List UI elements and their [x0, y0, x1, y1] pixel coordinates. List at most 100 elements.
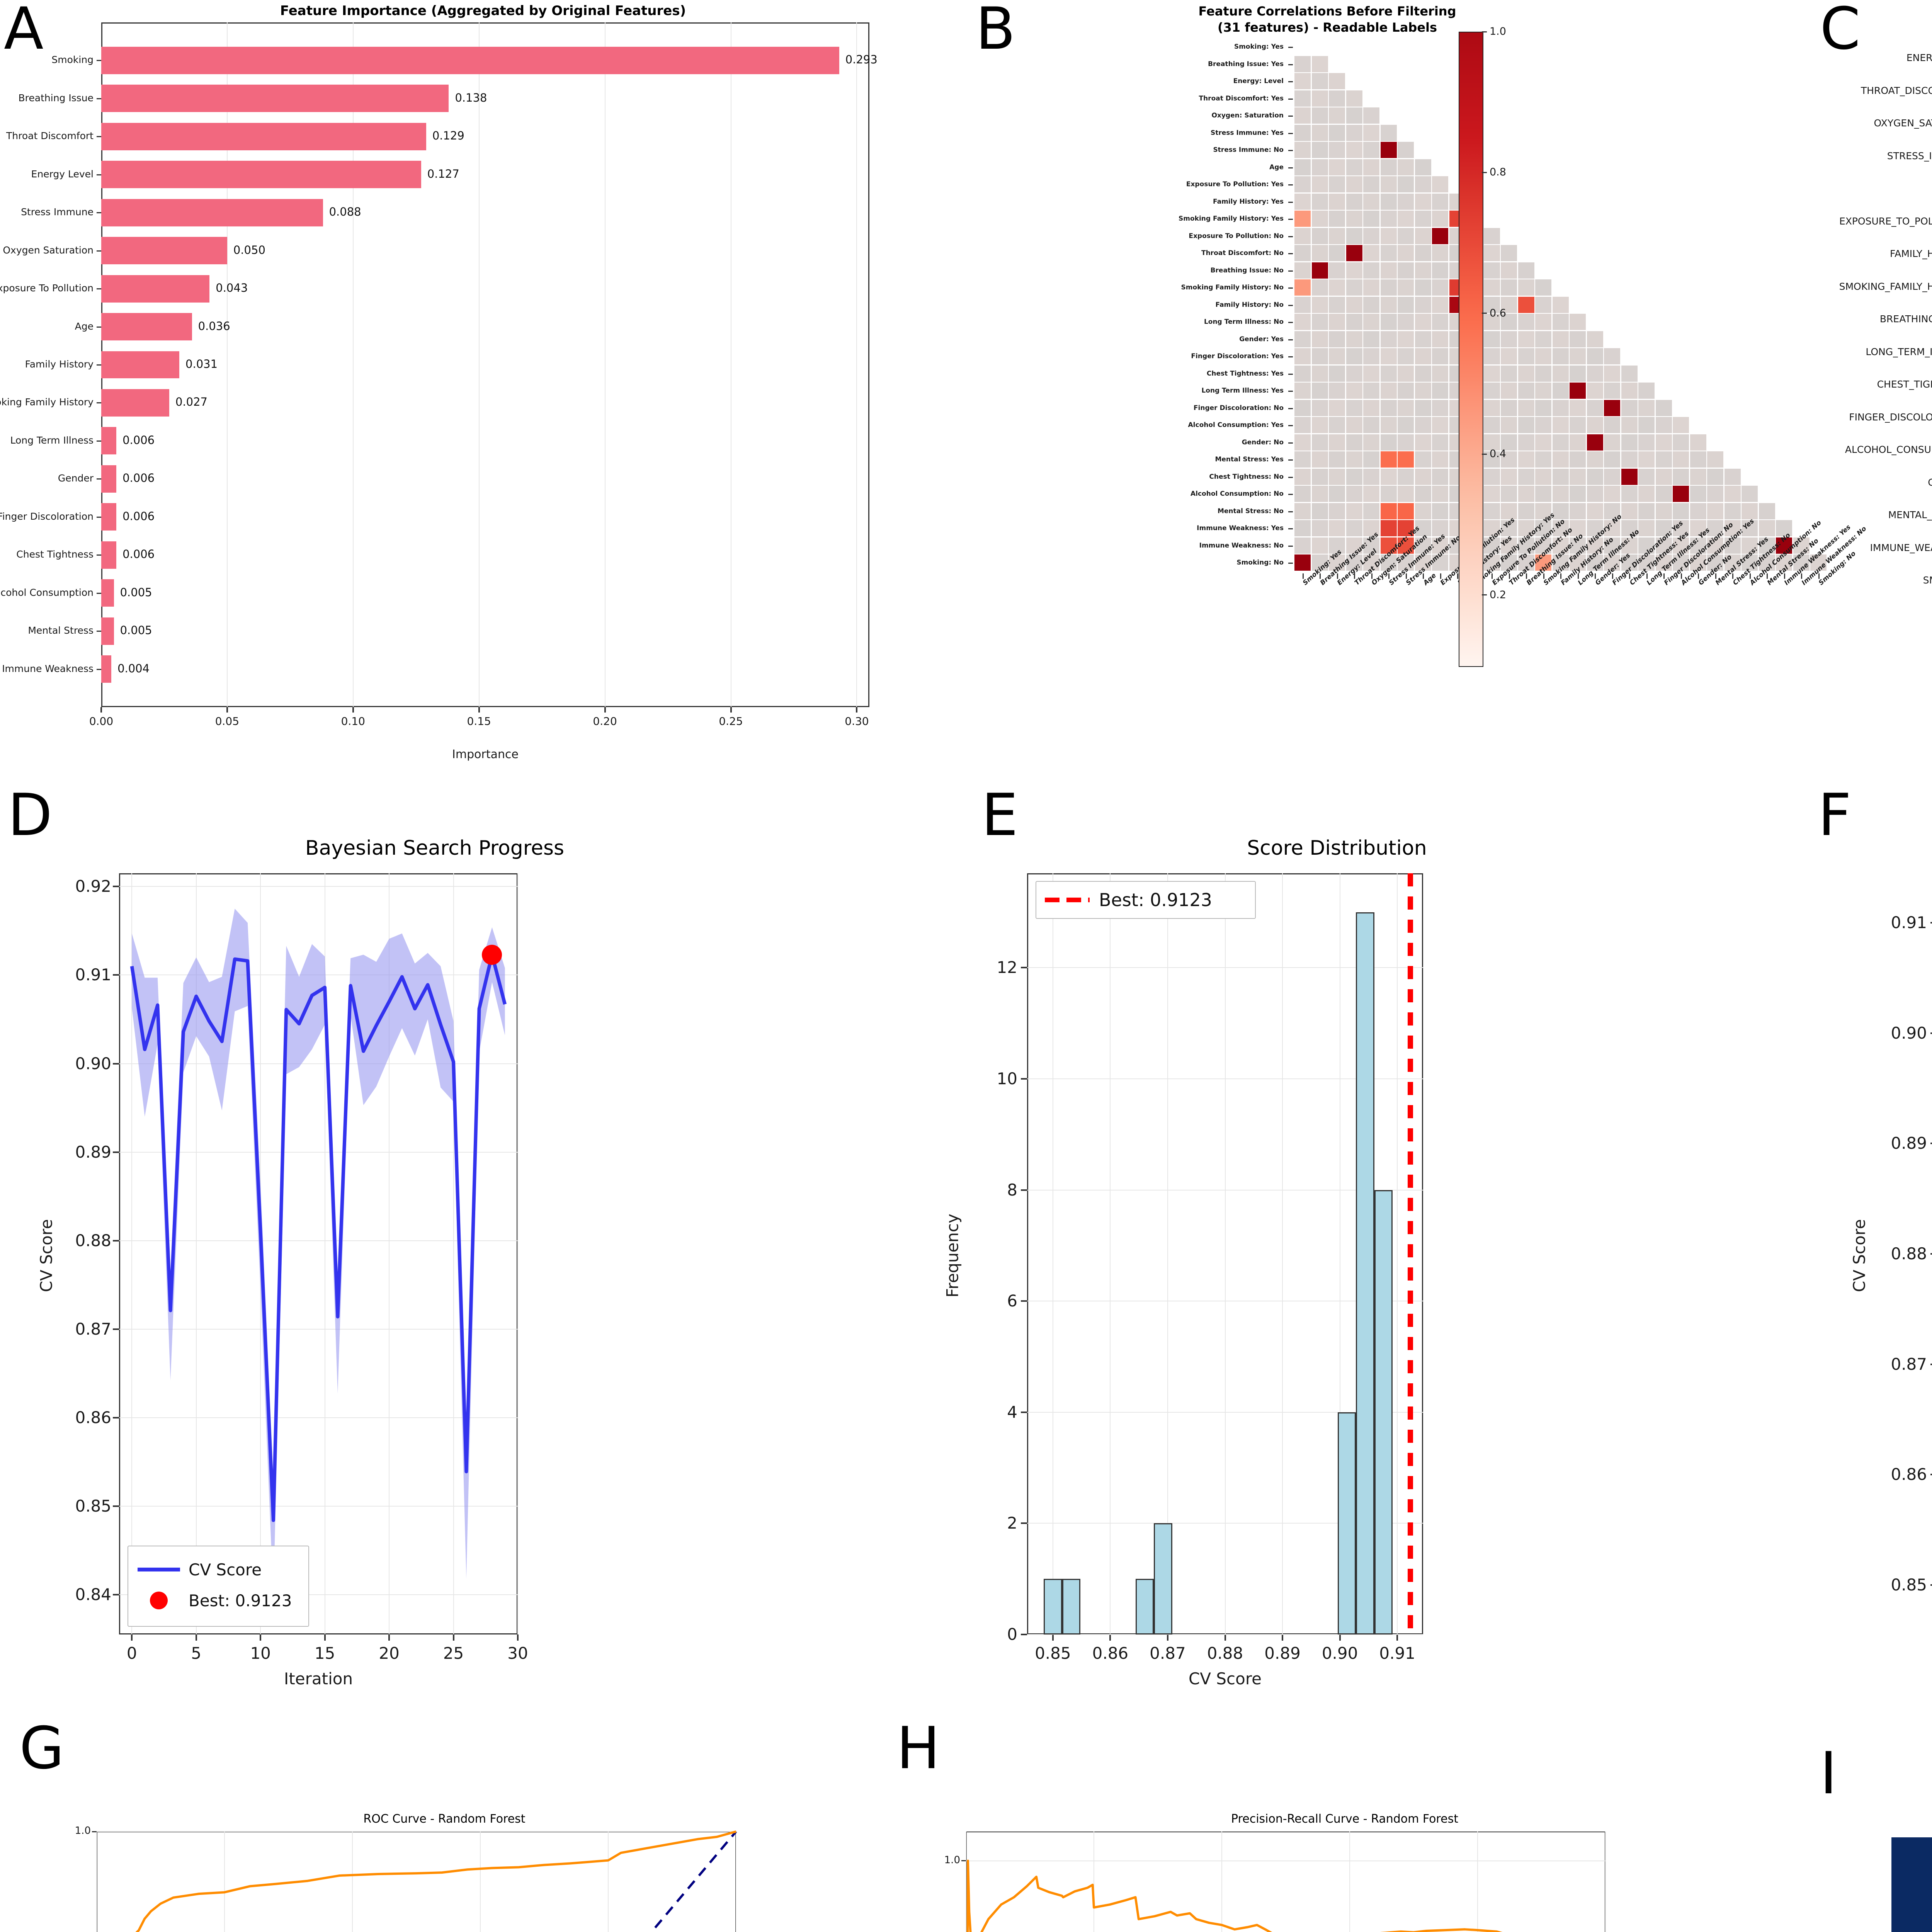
y-tick-mark [1930, 1363, 1932, 1365]
grid-line-horizontal [119, 1417, 518, 1418]
heatmap-cell [1501, 451, 1517, 468]
panel-b-title-line2: (31 features) - Readable Labels [1217, 20, 1437, 35]
bar-value-label: 0.006 [122, 548, 155, 561]
y-tick-label: 0.88 [1891, 1244, 1927, 1263]
heatmap-cell [1329, 124, 1345, 141]
heatmap-cell [1398, 468, 1414, 485]
bar-value-label: 0.005 [120, 585, 152, 599]
x-tick-mark [1629, 573, 1631, 579]
bar-row [101, 85, 869, 112]
heatmap-cell [1329, 245, 1345, 262]
heatmap-cell [1587, 520, 1603, 537]
heatmap-cell [1380, 296, 1397, 313]
heatmap-row-label: Immune Weakness: No [1199, 541, 1284, 549]
heatmap-cell [1346, 90, 1362, 107]
grid-line-vertical [1225, 873, 1226, 1634]
panel-g-title: ROC Curve - Random Forest [363, 1812, 526, 1826]
heatmap-cell [1380, 503, 1397, 519]
x-tick-label: 20 [379, 1644, 400, 1663]
panel-e: E Score Distribution 0.85 0.86 0.87 0.88 0.8… [912, 777, 1797, 1700]
x-tick-mark [1337, 573, 1338, 579]
legend-dashed-swatch [1045, 898, 1090, 902]
heatmap-cell [1483, 314, 1500, 330]
bar-row [101, 275, 869, 303]
x-tick-mark [1646, 573, 1648, 579]
heatmap-cell [1501, 262, 1517, 279]
x-tick-mark [1354, 573, 1355, 579]
y-tick-mark [97, 136, 101, 138]
y-tick-mark [113, 1328, 119, 1330]
y-tick-mark [1021, 1300, 1027, 1302]
heatmap-cell [1621, 554, 1638, 571]
heatmap-cell [1294, 124, 1311, 141]
bar-row [101, 313, 869, 340]
heatmap-cell [1398, 193, 1414, 210]
heatmap-cell [1587, 400, 1603, 416]
grid-line-horizontal [1027, 1412, 1423, 1413]
heatmap-cell [1501, 314, 1517, 330]
heatmap-cell [1432, 262, 1449, 279]
bar-value-label: 0.138 [455, 91, 487, 104]
heatmap-cell [1604, 365, 1621, 382]
heatmap-cell [1673, 503, 1689, 519]
heatmap-row-label: Finger Discoloration: Yes [1191, 352, 1284, 361]
x-tick-mark [131, 1634, 133, 1641]
heatmap-cell [1363, 159, 1380, 175]
y-tick-mark [1288, 391, 1293, 392]
heatmap-row-label: CHEST_TIGHTNESS_1 [1877, 379, 1932, 390]
heatmap-cell [1621, 503, 1638, 519]
x-tick-mark [226, 707, 228, 713]
heatmap-cell [1346, 159, 1362, 175]
heatmap-cell [1363, 400, 1380, 416]
heatmap-cell [1398, 211, 1414, 227]
y-tick-mark [1930, 922, 1932, 924]
heatmap-row-label: Age [1269, 163, 1284, 171]
heatmap-cell [1311, 348, 1328, 365]
heatmap-cell [1398, 142, 1414, 158]
y-tick-mark [97, 668, 101, 670]
y-tick-mark [1288, 373, 1293, 375]
grid-line-vertical [1477, 1832, 1478, 1932]
heatmap-cell [1311, 124, 1328, 141]
histogram-bar [1356, 912, 1374, 1634]
heatmap-cell [1311, 228, 1328, 244]
heatmap-cell [1483, 537, 1500, 554]
heatmap-row-label: IMMUNE_WEAKNESS_1 [1870, 542, 1932, 553]
heatmap-cell [1587, 503, 1603, 519]
heatmap-cell [1346, 520, 1362, 537]
bar [101, 427, 117, 455]
x-tick-label: 0.85 [1035, 1644, 1071, 1663]
heatmap-cell [1380, 279, 1397, 296]
heatmap-cell [1329, 537, 1345, 554]
grid-line-horizontal [1027, 967, 1423, 968]
y-tick-mark [97, 402, 101, 404]
heatmap-row-label: Long Term Illness: No [1204, 318, 1284, 326]
y-tick-mark [1288, 167, 1293, 168]
bar [101, 85, 449, 112]
y-tick-label: 2 [1007, 1514, 1017, 1533]
heatmap-cell [1398, 314, 1414, 330]
heatmap-cell [1570, 331, 1586, 347]
heatmap-cell [1638, 520, 1655, 537]
heatmap-cell [1570, 400, 1586, 416]
heatmap-cell [1604, 400, 1621, 416]
heatmap-cell [1552, 554, 1569, 571]
heatmap-cell [1621, 451, 1638, 468]
heatmap-cell [1346, 400, 1362, 416]
grid-line-vertical [1397, 873, 1398, 1634]
y-tick-mark [97, 592, 101, 594]
heatmap-cell [1724, 520, 1741, 537]
x-tick-mark [1732, 573, 1734, 579]
heatmap-row-label: Oxygen: Saturation [1211, 112, 1284, 120]
heatmap-cell [1329, 107, 1345, 124]
heatmap-cell [1518, 417, 1534, 434]
bar [101, 617, 114, 645]
heatmap-cell [1483, 468, 1500, 485]
heatmap-cell [1432, 468, 1449, 485]
category-label: Oxygen Saturation [3, 244, 94, 256]
heatmap-cell [1363, 554, 1380, 571]
bar-row [101, 617, 869, 645]
panel-c-letter: C [1820, 0, 1861, 63]
heatmap-cell [1398, 365, 1414, 382]
y-tick-mark [1288, 64, 1293, 65]
